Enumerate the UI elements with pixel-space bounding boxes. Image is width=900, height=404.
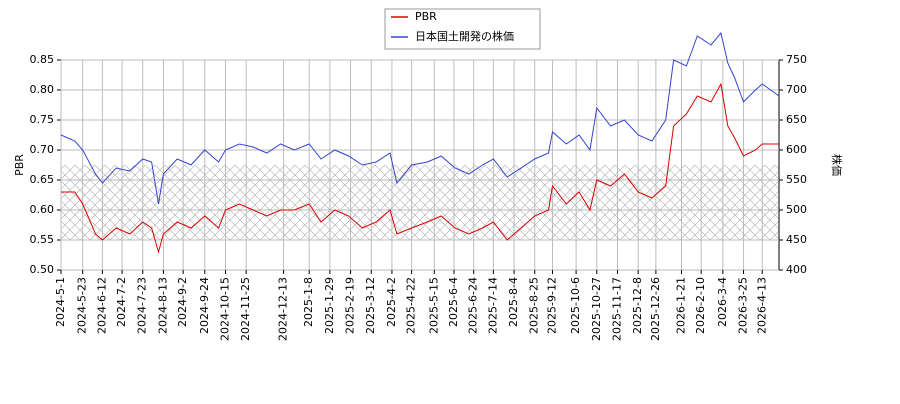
- x-tick-label: 2025-6-24: [467, 277, 480, 334]
- x-tick-label: 2024-12-13: [277, 277, 290, 341]
- legend-label: PBR: [415, 10, 437, 23]
- y-tick-label: 0.55: [30, 233, 55, 246]
- y-tick-label: 0.60: [30, 203, 55, 216]
- x-tick-label: 2026-4-13: [755, 277, 768, 334]
- legend-label: 日本国土開発の株価: [415, 29, 514, 43]
- y2-tick-label: 500: [786, 203, 807, 216]
- x-tick-label: 2026-1-21: [674, 277, 687, 334]
- hatched-band: [61, 165, 779, 240]
- x-tick-label: 2025-4-22: [405, 277, 418, 334]
- x-tick-label: 2025-11-17: [610, 277, 623, 341]
- y2-tick-label: 700: [786, 83, 807, 96]
- x-tick-label: 2024-9-2: [176, 277, 189, 327]
- y2-axis-label: 株価: [830, 154, 844, 176]
- y-tick-label: 0.50: [30, 263, 55, 276]
- series-line: [61, 82, 779, 254]
- x-tick-label: 2025-6-4: [447, 277, 460, 327]
- x-tick-label: 2026-3-4: [716, 277, 729, 327]
- x-tick-label: 2026-2-10: [694, 277, 707, 334]
- x-tick-label: 2025-5-15: [427, 277, 440, 334]
- x-tick-label: 2024-10-15: [218, 277, 231, 341]
- x-tick-label: 2025-10-27: [590, 277, 603, 341]
- x-tick-label: 2024-5-1: [54, 277, 67, 327]
- y-tick-label: 0.70: [30, 143, 55, 156]
- x-tick-label: 2025-9-12: [545, 277, 558, 334]
- x-tick-label: 2025-1-8: [302, 277, 315, 327]
- y-tick-label: 0.65: [30, 173, 55, 186]
- y-tick-label: 0.80: [30, 83, 55, 96]
- y2-tick-label: 650: [786, 113, 807, 126]
- legend: [384, 8, 541, 50]
- x-tick-label: 2024-11-25: [239, 277, 252, 341]
- x-tick-label: 2025-4-2: [385, 277, 398, 327]
- x-tick-label: 2025-8-25: [528, 277, 541, 334]
- x-tick-label: 2024-8-13: [156, 277, 169, 334]
- x-tick-label: 2025-2-19: [344, 277, 357, 334]
- x-tick-label: 2025-12-26: [649, 277, 662, 341]
- x-tick-label: 2024-7-2: [115, 277, 128, 327]
- series-line: [60, 31, 780, 205]
- x-tick-label: 2024-9-24: [198, 277, 211, 334]
- y2-tick-label: 750: [786, 53, 807, 66]
- x-tick-label: 2024-5-23: [76, 277, 89, 334]
- y-tick-label: 0.85: [30, 53, 55, 66]
- y-tick-label: 0.75: [30, 113, 55, 126]
- x-tick-label: 2026-3-25: [737, 277, 750, 334]
- x-tick-label: 2025-3-12: [364, 277, 377, 334]
- x-tick-label: 2024-6-12: [95, 277, 108, 334]
- y-axis-label: PBR: [13, 154, 26, 176]
- x-tick-label: 2025-1-29: [323, 277, 336, 334]
- y2-tick-label: 400: [786, 263, 807, 276]
- x-tick-label: 2025-10-6: [569, 277, 582, 334]
- y2-tick-label: 450: [786, 233, 807, 246]
- x-tick-label: 2025-12-8: [631, 277, 644, 334]
- x-tick-label: 2025-7-14: [486, 277, 499, 334]
- y2-tick-label: 550: [786, 173, 807, 186]
- x-tick-label: 2025-8-4: [507, 277, 520, 327]
- x-tick-label: 2024-7-23: [136, 277, 149, 334]
- y2-tick-label: 600: [786, 143, 807, 156]
